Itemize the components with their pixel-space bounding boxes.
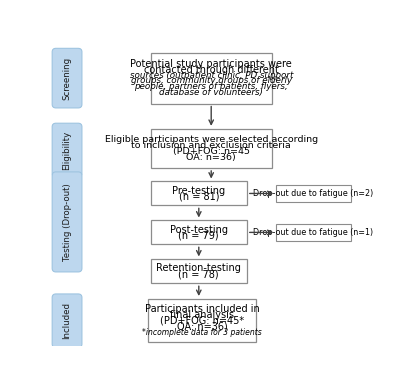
- Text: Post-testing: Post-testing: [170, 224, 228, 235]
- Text: to inclusion and exclusion criteria: to inclusion and exclusion criteria: [131, 141, 291, 150]
- Text: Drop-out due to fatigue (n=1): Drop-out due to fatigue (n=1): [254, 228, 374, 237]
- FancyBboxPatch shape: [148, 299, 256, 342]
- Text: final analysis: final analysis: [170, 310, 234, 320]
- Text: Screening: Screening: [62, 56, 72, 100]
- Text: Included: Included: [62, 302, 72, 339]
- FancyBboxPatch shape: [52, 48, 82, 108]
- Text: (n = 79): (n = 79): [178, 230, 219, 240]
- FancyBboxPatch shape: [52, 294, 82, 347]
- FancyBboxPatch shape: [52, 172, 82, 272]
- Text: Potential study participants were: Potential study participants were: [130, 59, 292, 69]
- FancyBboxPatch shape: [276, 185, 351, 202]
- FancyBboxPatch shape: [151, 129, 272, 168]
- Text: people, partners of patients, flyers,: people, partners of patients, flyers,: [134, 82, 288, 91]
- Text: groups, community groups of elderly: groups, community groups of elderly: [131, 77, 292, 86]
- FancyBboxPatch shape: [151, 181, 247, 205]
- FancyBboxPatch shape: [52, 123, 82, 177]
- Text: Retention-testing: Retention-testing: [156, 263, 241, 273]
- Text: Eligibility: Eligibility: [62, 130, 72, 170]
- Text: sources (outpatient clinic, PD support: sources (outpatient clinic, PD support: [130, 71, 293, 80]
- Text: (PD+FOG: n=45*: (PD+FOG: n=45*: [160, 316, 244, 326]
- Text: Participants included in: Participants included in: [144, 304, 259, 314]
- Text: (n = 81): (n = 81): [178, 191, 219, 201]
- FancyBboxPatch shape: [151, 53, 272, 103]
- FancyBboxPatch shape: [151, 259, 247, 283]
- Text: database of volunteers): database of volunteers): [159, 88, 263, 97]
- Text: Eligible participants were selected according: Eligible participants were selected acco…: [105, 135, 318, 144]
- FancyBboxPatch shape: [151, 221, 247, 244]
- Text: *incomplete data for 3 patients: *incomplete data for 3 patients: [142, 328, 262, 336]
- Text: (PD+FOG: n=45: (PD+FOG: n=45: [173, 147, 250, 156]
- FancyBboxPatch shape: [276, 224, 351, 241]
- Text: (n = 78): (n = 78): [178, 269, 219, 279]
- Text: contacted through different: contacted through different: [144, 65, 279, 75]
- Text: Drop-out due to fatigue (n=2): Drop-out due to fatigue (n=2): [253, 189, 374, 198]
- Text: OA: n=36): OA: n=36): [186, 152, 236, 161]
- Text: Pre-testing: Pre-testing: [172, 186, 225, 196]
- Text: OA: n=36): OA: n=36): [176, 321, 227, 331]
- Text: Testing (Drop-out): Testing (Drop-out): [62, 183, 72, 261]
